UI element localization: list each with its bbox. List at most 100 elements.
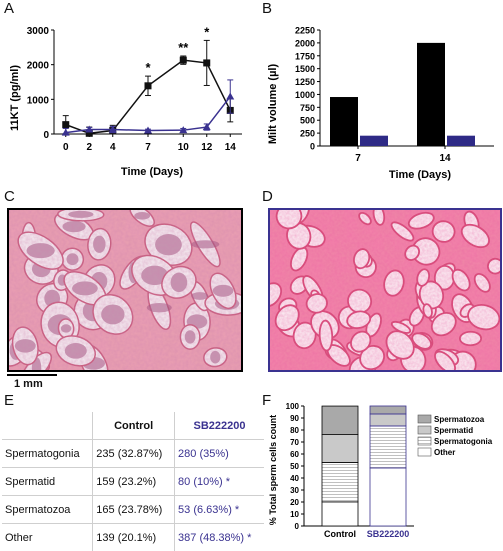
panel-letter-d: D [262, 188, 273, 205]
chart-a-point [180, 57, 187, 64]
chart-f-xtick-label: SB222200 [367, 529, 410, 539]
chart-f-ytick-label: 10 [290, 510, 299, 519]
chart-a-xtick-label: 10 [178, 142, 190, 153]
chart-a-xtick-label: 12 [201, 142, 213, 153]
chart-a-xtick-label: 0 [63, 142, 69, 153]
chart-f-ylabel: % Total sperm cells count [268, 415, 278, 525]
chart-b-bar [447, 136, 475, 146]
chart-b-ytick-label: 500 [300, 116, 315, 126]
chart-a-point [145, 82, 152, 89]
table-row: Spermatogonia 235 (32.87%) 280 (35%) [2, 440, 264, 468]
chart-a-xtick-label: 14 [225, 142, 237, 153]
table-row: Spermatid 159 (23.2%) 80 (10%) * [2, 468, 264, 496]
table-row-label: Spermatogonia [2, 440, 93, 468]
chart-a-point [203, 59, 210, 66]
chart-a-xtick-label: 7 [145, 142, 151, 153]
table-cell-sb: 53 (6.63%) * [175, 496, 264, 524]
table-row: Spermatozoa 165 (23.78%) 53 (6.63%) * [2, 496, 264, 524]
panel-letter-c: C [4, 188, 15, 205]
chart-f-ytick-label: 100 [286, 402, 300, 411]
table-row-label: Other [2, 524, 93, 551]
chart-f-bar-segment [370, 414, 406, 426]
chart-f-stacked-bar: 0 10 20 30 40 50 60 70 80 90 100 Control SB222200 Spe… [264, 400, 502, 550]
table-cell-control: 235 (32.87%) [93, 440, 175, 468]
chart-b-ytick-label: 2000 [295, 38, 315, 48]
chart-f-legend-label: Spermatogonia [434, 437, 493, 446]
chart-b-xtick-label: 7 [355, 153, 361, 164]
chart-f-xtick-label: Control [324, 529, 356, 539]
chart-a-xtick-label: 4 [110, 142, 116, 153]
chart-f-bar-segment [370, 426, 406, 468]
chart-b-bar [417, 43, 445, 146]
chart-b-bar [330, 97, 358, 146]
table-cell-control: 165 (23.78%) [93, 496, 175, 524]
chart-a-ytick-label: 1000 [27, 95, 50, 106]
chart-a-xtick-label: 2 [86, 142, 92, 153]
chart-b-ytick-label: 250 [300, 129, 315, 139]
table-cell-control: 159 (23.2%) [93, 468, 175, 496]
chart-f-ytick-label: 40 [290, 474, 299, 483]
histology-image-control [7, 208, 243, 372]
chart-b-ytick-label: 750 [300, 103, 315, 113]
chart-b-ytick-label: 1500 [295, 64, 315, 74]
chart-a-ytick-label: 0 [43, 130, 49, 141]
histology-image-sb222200 [268, 208, 502, 372]
chart-f-bar-segment [322, 462, 358, 501]
scale-bar-label: 1 mm [14, 378, 43, 390]
chart-a-xlabel: Time (Days) [121, 166, 183, 178]
chart-a-ytick-label: 2000 [27, 61, 50, 72]
chart-a-significance-mark: ** [178, 40, 189, 55]
table-row-label: Spermatid [2, 468, 93, 496]
table-header-sb222200: SB222200 [175, 412, 264, 440]
chart-b-bar [360, 136, 388, 146]
table-cell-sb: 387 (48.38%) * [175, 524, 264, 551]
table-header-control: Control [93, 412, 175, 440]
chart-f-bar-segment [322, 435, 358, 463]
scale-bar-line [7, 374, 57, 376]
chart-b-ytick-label: 2250 [295, 26, 315, 36]
chart-b-ytick-label: 0 [310, 142, 315, 152]
chart-b-ytick-label: 1250 [295, 77, 315, 87]
chart-a-ytick-label: 3000 [27, 26, 50, 37]
panel-letter-b: B [262, 0, 272, 17]
chart-f-legend-swatch [418, 426, 431, 434]
table-row: Other 139 (20.1%) 387 (48.38%) * [2, 524, 264, 551]
chart-f-ytick-label: 20 [290, 498, 299, 507]
chart-f-bar-segment [322, 502, 358, 526]
chart-a-significance-mark: * [204, 24, 210, 39]
panel-letter-a: A [4, 0, 14, 17]
chart-f-legend-swatch [418, 437, 431, 445]
panel-letter-e: E [4, 392, 14, 409]
table-cell-sb: 80 (10%) * [175, 468, 264, 496]
chart-a-ylabel: 11KT (pg/ml) [9, 65, 21, 131]
chart-a-point [226, 93, 234, 100]
chart-f-ytick-label: 80 [290, 426, 299, 435]
chart-a-point [62, 121, 69, 128]
table-row-label: Spermatozoa [2, 496, 93, 524]
chart-a-significance-mark: * [145, 60, 151, 75]
chart-f-bar-segment [370, 406, 406, 414]
chart-f-ytick-label: 90 [290, 414, 299, 423]
chart-f-legend-label: Spermatid [434, 426, 473, 435]
chart-f-bar-segment [370, 468, 406, 526]
chart-b-ylabel: Milt volume (µl) [267, 64, 279, 145]
chart-b-ytick-label: 1000 [295, 90, 315, 100]
chart-f-ytick-label: 70 [290, 438, 299, 447]
chart-b-xlabel: Time (Days) [389, 169, 451, 181]
chart-f-legend-swatch [418, 448, 431, 456]
chart-b-ytick-label: 1750 [295, 51, 315, 61]
cell-count-table: Control SB222200 Spermatogonia 235 (32.8… [2, 412, 264, 548]
table-cell-sb: 280 (35%) [175, 440, 264, 468]
chart-f-ytick-label: 60 [290, 450, 299, 459]
chart-f-ytick-label: 50 [290, 462, 299, 471]
chart-f-bar-segment [322, 406, 358, 435]
table-cell-control: 139 (20.1%) [93, 524, 175, 551]
table-header-empty [2, 412, 93, 440]
chart-f-legend-label: Spermatozoa [434, 415, 485, 424]
chart-f-ytick-label: 30 [290, 486, 299, 495]
chart-f-legend-swatch [418, 415, 431, 423]
chart-f-legend-label: Other [434, 448, 455, 457]
chart-f-ytick-label: 0 [295, 522, 300, 531]
